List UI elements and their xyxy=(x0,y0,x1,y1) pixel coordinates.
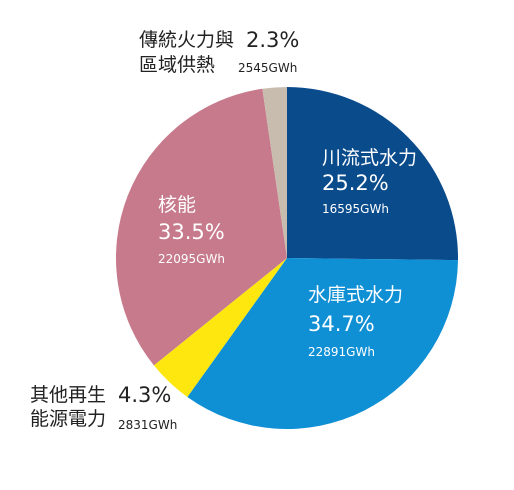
slice-label-gwh-thermal: 2545GWh xyxy=(238,61,297,75)
slice-label-name-thermal-line2: 區域供熱 xyxy=(139,54,215,76)
slice-label-gwh-other-renewable: 2831GWh xyxy=(118,418,177,432)
slice-label-gwh-reservoir: 22891GWh xyxy=(308,345,375,359)
pie-slice-3 xyxy=(115,88,287,366)
slice-label-percent-run-of-river: 25.2% xyxy=(322,171,389,195)
slice-label-name-nuclear: 核能 xyxy=(158,194,196,216)
pie-slice-2 xyxy=(153,258,287,397)
slice-label-gwh-nuclear: 22095GWh xyxy=(158,252,225,266)
pie-slice-4 xyxy=(262,87,287,258)
slice-label-name-thermal-line1: 傳統火力與 xyxy=(139,29,234,51)
slice-label-name-reservoir: 水庫式水力 xyxy=(308,284,403,306)
slice-label-percent-reservoir: 34.7% xyxy=(308,312,375,336)
slice-label-percent-thermal: 2.3% xyxy=(246,28,299,52)
slice-label-name-run-of-river: 川流式水力 xyxy=(322,147,417,169)
slice-label-name-other-renewable-line1: 其他再生 xyxy=(30,384,106,406)
slices-layer xyxy=(115,87,459,430)
slice-label-gwh-run-of-river: 16595GWh xyxy=(322,202,389,216)
pie-slice-1 xyxy=(187,258,458,430)
labels-layer: 川流式水力 25.2% 16595GWh 水庫式水力 34.7% 22891GW… xyxy=(30,28,417,432)
pie-slice-0 xyxy=(287,87,459,261)
slice-label-percent-nuclear: 33.5% xyxy=(158,220,225,244)
slice-label-percent-other-renewable: 4.3% xyxy=(118,383,171,407)
slice-label-name-other-renewable-line2: 能源電力 xyxy=(30,408,106,430)
